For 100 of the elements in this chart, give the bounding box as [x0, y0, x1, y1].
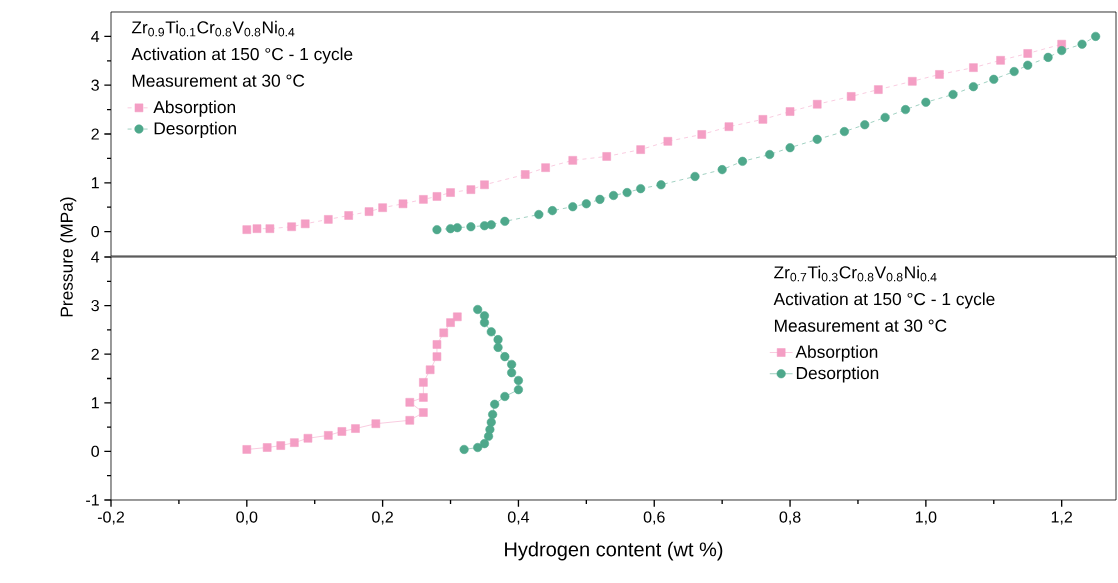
point	[453, 312, 462, 322]
point	[378, 203, 387, 212]
point	[493, 342, 503, 352]
point	[242, 225, 252, 234]
annotation: Measurement at 30 °C	[132, 74, 305, 87]
point	[785, 143, 795, 153]
y-tick-label: 4	[91, 30, 100, 42]
annotation: Activation at 150 °C - 1 cycle	[131, 47, 353, 64]
y-tick-label: 0	[91, 225, 100, 238]
point	[432, 192, 442, 201]
point	[996, 56, 1005, 65]
point	[717, 165, 727, 175]
point	[486, 327, 496, 337]
point	[500, 391, 510, 402]
point	[737, 156, 748, 166]
point	[425, 365, 435, 375]
point	[812, 99, 822, 109]
point	[608, 190, 619, 201]
point	[908, 77, 917, 86]
point	[459, 444, 469, 454]
point	[419, 393, 428, 402]
point	[1091, 31, 1101, 41]
point	[839, 127, 849, 137]
x-tick-label: 0,0	[236, 511, 258, 525]
point	[860, 120, 870, 130]
point	[1023, 49, 1032, 58]
point	[874, 85, 883, 94]
point	[446, 188, 455, 197]
x-tick-label: 0,6	[643, 511, 665, 525]
legend-label: Desorption	[796, 366, 879, 383]
point	[324, 215, 333, 224]
y-tick-label: 2	[91, 348, 99, 360]
point	[568, 202, 578, 212]
point	[568, 156, 578, 165]
point	[989, 74, 999, 84]
point	[432, 225, 442, 235]
point	[344, 211, 353, 220]
point	[900, 105, 911, 115]
x-axis-title: Hydrogen content (wt %)	[505, 541, 723, 561]
point	[513, 385, 523, 395]
point	[622, 188, 632, 198]
annotation: Activation at 150 °C - 1 cycle	[773, 292, 995, 309]
y-tick-label: 4	[91, 251, 100, 263]
point	[432, 352, 442, 361]
point	[303, 434, 313, 443]
x-tick-label: 0,8	[779, 511, 801, 525]
point	[663, 137, 673, 146]
point	[1009, 67, 1019, 77]
point	[466, 185, 476, 194]
point	[921, 97, 931, 107]
point	[300, 219, 310, 229]
point	[948, 89, 958, 100]
y-tick-label: 3	[91, 79, 99, 91]
point	[432, 340, 442, 349]
point	[419, 408, 428, 417]
point	[636, 145, 645, 154]
y-tick-label: 1	[91, 177, 99, 189]
point	[252, 224, 262, 233]
point	[969, 63, 978, 72]
point	[656, 180, 666, 190]
point	[479, 439, 490, 449]
point	[595, 194, 605, 204]
point	[480, 180, 489, 190]
point	[724, 122, 734, 131]
annotation: Measurement at 30 °C	[774, 319, 947, 332]
point	[812, 134, 822, 144]
point	[602, 152, 611, 161]
point	[364, 207, 374, 216]
point	[337, 427, 347, 436]
point	[534, 209, 544, 220]
point	[405, 416, 415, 425]
y-tick-label: 2	[91, 128, 99, 140]
point	[968, 82, 978, 92]
point	[513, 375, 523, 385]
point	[265, 224, 275, 233]
y-axis-title: Pressure (MPa)	[60, 197, 77, 317]
point	[466, 222, 476, 232]
text: Zr$_{0.7}$Ti$_{0.3}$Cr$_{0.8}$V$_{0.8}$Ni$_{0.4}$	[774, 265, 937, 282]
point	[547, 206, 557, 216]
point	[1057, 46, 1067, 56]
point	[473, 304, 483, 315]
legend-label: Absorption	[795, 345, 878, 362]
point	[242, 445, 252, 454]
point	[500, 352, 510, 362]
point	[405, 398, 415, 407]
point	[1043, 52, 1053, 62]
point	[452, 223, 462, 233]
point	[785, 107, 795, 116]
point	[324, 431, 333, 440]
point	[500, 216, 510, 226]
point	[276, 441, 286, 450]
point	[880, 112, 890, 122]
x-tick-label: -0,2	[97, 511, 124, 525]
point	[846, 92, 856, 101]
point	[371, 419, 381, 428]
point	[262, 443, 272, 452]
point	[697, 130, 707, 139]
point	[486, 220, 496, 230]
point	[439, 328, 449, 338]
point	[507, 368, 517, 378]
